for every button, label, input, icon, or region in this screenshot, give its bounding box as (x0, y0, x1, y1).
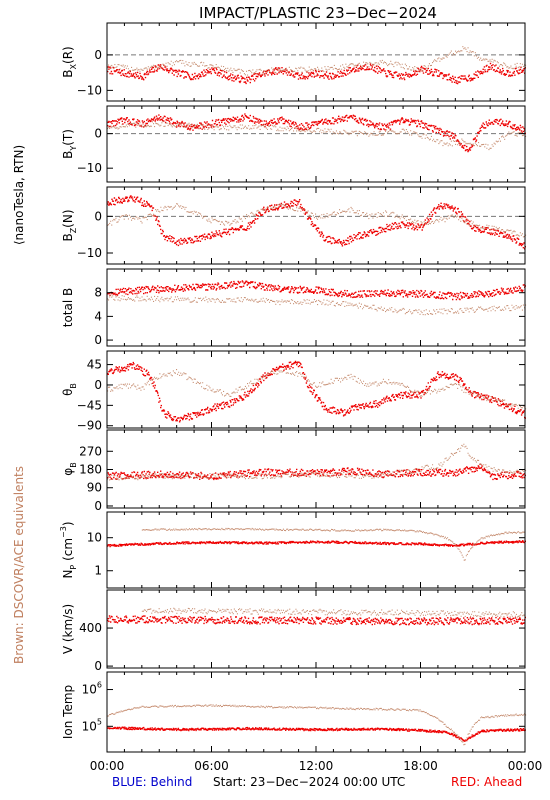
series-points (107, 368, 527, 410)
y-tick-label: 105 (82, 717, 102, 733)
series-ahead-btot (107, 280, 526, 301)
series-points (107, 704, 527, 746)
y-tick-label: 0 (94, 48, 102, 62)
x-axis: 00:00 06:00 12:00 18:00 00:00 (90, 759, 543, 773)
x-tick-label: 00:00 (508, 759, 543, 773)
x-tick-label: 18:00 (403, 759, 438, 773)
series-points (107, 463, 526, 481)
y-tick-label: 0 (94, 499, 102, 513)
series-ace-theta (107, 368, 527, 410)
y-tick-label: 400 (79, 621, 102, 635)
series-points (107, 121, 527, 151)
panel-bz: 0 −10 BZ(N) (61, 186, 527, 265)
panels: 0 −10 BX(R) 0 −10 BY(T) 0 −10 BZ(N) 8 4 0 total B 45 0… (59, 22, 527, 753)
panel-np: 10 1 NP (cm−3) (59, 511, 526, 589)
y-tick-label: −45 (77, 398, 102, 412)
y-tick-label: −10 (77, 161, 102, 175)
series-points (107, 726, 526, 742)
panel-phi: 270 180 90 0 φB (61, 429, 527, 513)
series-ace-phi (107, 443, 527, 481)
panel-temp: 106 105 Ion Temp (61, 671, 527, 753)
y-axis-label-v: V (km/s) (61, 604, 75, 654)
y-tick-label: 106 (82, 681, 102, 697)
series-points (107, 295, 527, 316)
series-ahead-np (107, 540, 526, 548)
y-tick-label: 8 (94, 286, 102, 300)
series-ahead-bx (107, 62, 526, 85)
y-tick-label: 0 (94, 659, 102, 673)
y-tick-label: 90 (87, 481, 102, 495)
series-points (107, 615, 526, 626)
series-ahead-phi (107, 463, 526, 481)
series-ahead-temp (107, 726, 526, 742)
y-tick-label: 0 (94, 209, 102, 223)
y-axis-label-bz: BZ(N) (61, 209, 78, 241)
y-tick-label: 0 (94, 127, 102, 141)
series-points (107, 360, 526, 423)
y-tick-label: 10 (87, 531, 102, 545)
y-tick-label: −90 (77, 419, 102, 433)
series-ace-temp (107, 704, 527, 746)
y-tick-label: −10 (77, 246, 102, 260)
x-tick-label: 12:00 (299, 759, 334, 773)
y-tick-label: 270 (79, 444, 102, 458)
series-ace-bz (107, 203, 527, 238)
panel-frame (106, 105, 526, 183)
plot-title: IMPACT/PLASTIC 23−Dec−2024 (199, 4, 437, 22)
panel-btot: 8 4 0 total B (61, 268, 527, 347)
series-points (107, 195, 526, 250)
series-ace-by (107, 121, 527, 151)
ace-legend-label: Brown: DSCOVR/ACE equivalents (12, 466, 26, 664)
series-points (107, 113, 526, 153)
y-axis-label-temp: Ion Temp (61, 685, 75, 739)
behind-legend-label: BLUE: Behind (112, 775, 192, 789)
panel-bx: 0 −10 BX(R) (61, 22, 527, 102)
panel-frame (106, 22, 526, 102)
series-ace-v (141, 607, 526, 618)
y-axis-label-bx: BX(R) (61, 46, 78, 77)
panel-frame (106, 589, 526, 669)
series-points (107, 280, 526, 301)
series-points (107, 62, 526, 85)
panel-theta: 45 0 −45 −90 θB (61, 350, 527, 433)
panel-frame (106, 429, 526, 509)
panel-frame (106, 268, 526, 347)
y-tick-label: 0 (94, 378, 102, 392)
panel-v: 400 0 V (km/s) (61, 589, 526, 673)
start-time-label: Start: 23−Dec−2024 00:00 UTC (213, 775, 405, 789)
panel-frame (106, 511, 526, 589)
series-ahead-theta (107, 360, 526, 423)
y-axis-label-phi: φB (61, 462, 78, 475)
series-points (107, 540, 526, 548)
ahead-legend-label: RED: Ahead (451, 775, 522, 789)
series-points (107, 443, 527, 481)
series-ace-btot (107, 295, 527, 316)
units-label: ⟨nanoTesla, RTN) (12, 145, 26, 245)
y-axis-label-by: BY(T) (61, 129, 78, 159)
x-tick-label: 00:00 (90, 759, 125, 773)
y-tick-label: 180 (79, 463, 102, 477)
series-ahead-by (107, 113, 526, 153)
panel-by: 0 −10 BY(T) (61, 105, 527, 183)
series-points (107, 203, 527, 238)
y-tick-label: 1 (94, 564, 102, 578)
y-axis-label-btot: total B (61, 288, 75, 328)
y-tick-label: 45 (87, 358, 102, 372)
series-ahead-v (107, 615, 526, 626)
y-axis-label-np: NP (cm−3) (59, 521, 78, 578)
series-points (141, 607, 526, 618)
y-tick-label: 4 (94, 309, 102, 323)
y-axis-label-theta: θB (61, 383, 78, 396)
x-tick-label: 06:00 (194, 759, 229, 773)
y-tick-label: −10 (77, 83, 102, 97)
series-ahead-bz (107, 195, 526, 250)
y-tick-label: 0 (94, 333, 102, 347)
